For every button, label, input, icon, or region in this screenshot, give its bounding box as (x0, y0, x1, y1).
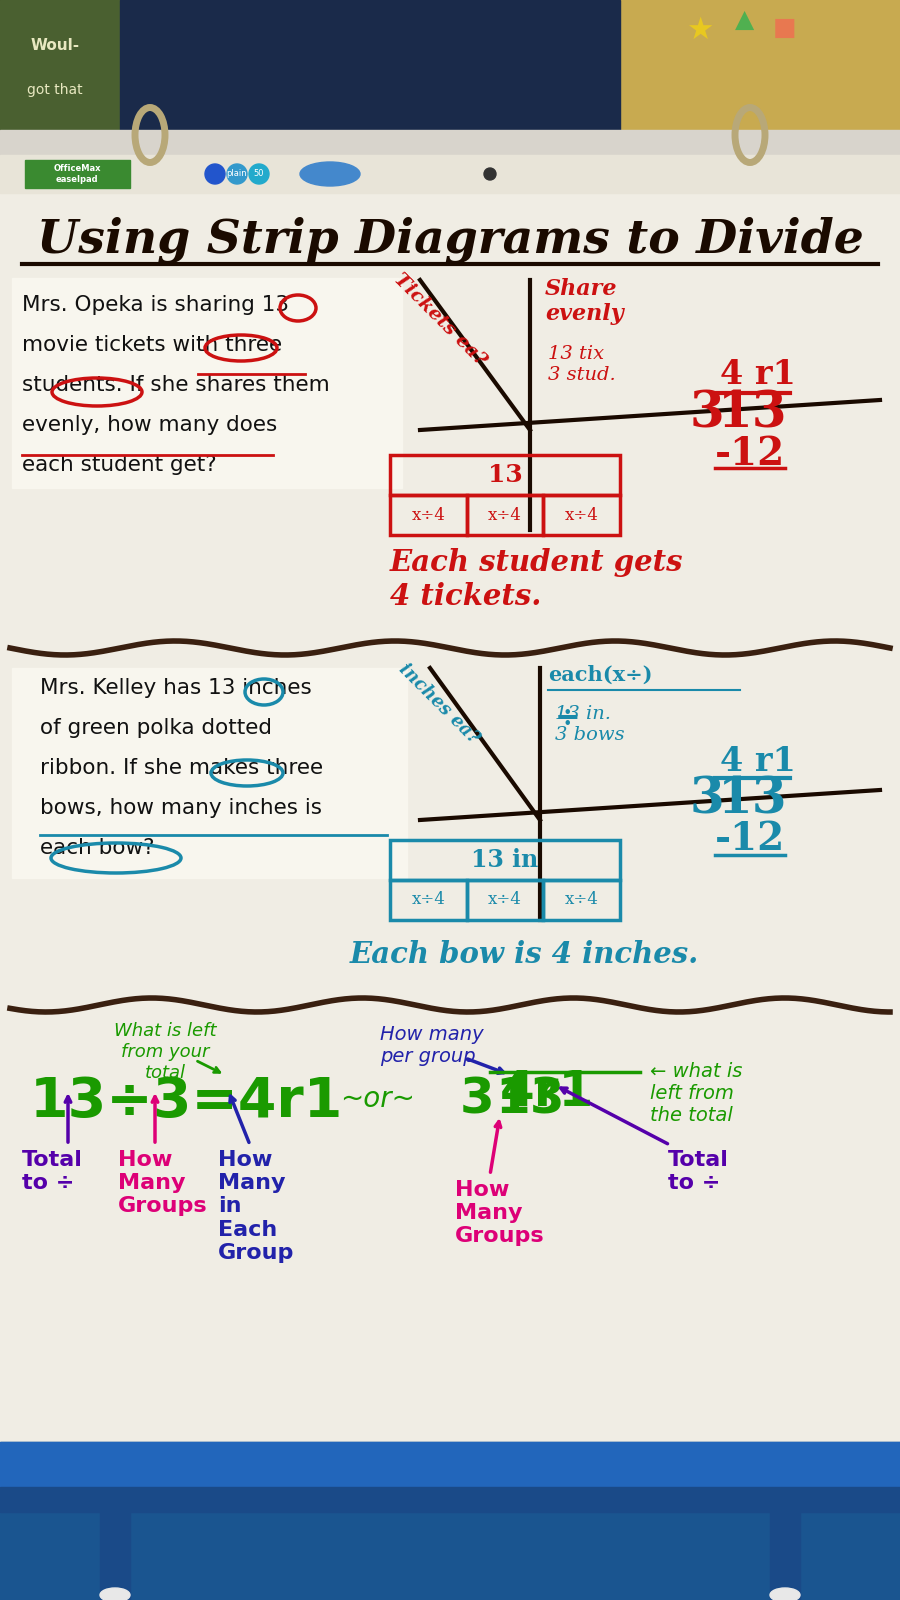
Text: ■: ■ (773, 16, 796, 40)
Text: 50: 50 (254, 170, 265, 179)
Text: OfficeMax
easelpad: OfficeMax easelpad (53, 165, 101, 184)
Bar (0, 1442, 900, 1486)
Text: 4r1: 4r1 (500, 1069, 594, 1117)
Text: 3: 3 (690, 390, 725, 438)
Text: How
Many
in
Each
Group: How Many in Each Group (218, 1150, 294, 1262)
Text: bows, how many inches is: bows, how many inches is (40, 798, 322, 818)
Text: 4 r1: 4 r1 (720, 358, 796, 390)
Bar (390, 880, 467, 920)
Bar (0, 1486, 900, 1512)
Text: 13 in: 13 in (472, 848, 538, 872)
Text: Each bow is 4 inches.: Each bow is 4 inches. (350, 939, 699, 970)
Bar (770, 1512, 800, 1600)
Bar (0, 192, 900, 1442)
Bar (467, 494, 544, 534)
Text: 13 in.
3 bows: 13 in. 3 bows (555, 706, 625, 744)
Bar (390, 840, 620, 880)
Ellipse shape (300, 162, 360, 186)
Text: 4 r1: 4 r1 (720, 746, 796, 778)
Text: each(x÷): each(x÷) (548, 666, 652, 685)
Text: x÷4: x÷4 (411, 891, 446, 909)
Text: x÷4: x÷4 (564, 891, 598, 909)
Text: Mrs. Opeka is sharing 13: Mrs. Opeka is sharing 13 (22, 294, 289, 315)
Text: ▲: ▲ (735, 8, 754, 32)
Text: Using Strip Diagrams to Divide: Using Strip Diagrams to Divide (37, 216, 863, 264)
Bar (100, 1512, 130, 1600)
Text: Share
evenly: Share evenly (545, 278, 624, 325)
Text: ~or~: ~or~ (340, 1085, 415, 1114)
Text: How many
per group: How many per group (380, 1026, 483, 1066)
Text: Each student gets
4 tickets.: Each student gets 4 tickets. (390, 547, 683, 611)
Bar (12, 669, 407, 878)
Text: 13: 13 (495, 1075, 564, 1123)
Bar (25, 160, 130, 187)
Text: 3: 3 (690, 774, 725, 824)
Bar (120, 0, 620, 130)
Text: each bow?: each bow? (40, 838, 155, 858)
Text: x÷4: x÷4 (488, 891, 522, 909)
Ellipse shape (484, 168, 496, 179)
Text: Total
to ÷: Total to ÷ (22, 1150, 83, 1194)
Bar (467, 880, 544, 920)
Text: movie tickets with three: movie tickets with three (22, 334, 282, 355)
Text: plain: plain (227, 170, 248, 179)
Text: of green polka dotted: of green polka dotted (40, 718, 272, 738)
Ellipse shape (770, 1587, 800, 1600)
Text: Mrs. Kelley has 13 inches: Mrs. Kelley has 13 inches (40, 678, 311, 698)
Text: each student get?: each student get? (22, 454, 217, 475)
Text: 13÷3=4r1: 13÷3=4r1 (30, 1075, 344, 1130)
Ellipse shape (205, 165, 225, 184)
Ellipse shape (100, 1587, 130, 1600)
Text: 13: 13 (718, 390, 788, 438)
Text: ÷: ÷ (555, 702, 580, 734)
Bar (600, 0, 900, 165)
Text: Woul-: Woul- (31, 37, 79, 53)
Text: 13 tix
3 stud.: 13 tix 3 stud. (548, 346, 616, 384)
Bar (544, 494, 620, 534)
Bar (0, 130, 900, 170)
Text: Total
to ÷: Total to ÷ (668, 1150, 729, 1194)
Text: -12: -12 (715, 819, 785, 858)
Text: students. If she shares them: students. If she shares them (22, 374, 329, 395)
Bar (544, 880, 620, 920)
Bar (12, 278, 402, 488)
Text: 13: 13 (488, 462, 522, 486)
Bar (0, 1560, 900, 1600)
Bar (390, 454, 620, 494)
Text: 3: 3 (460, 1075, 495, 1123)
Text: x÷4: x÷4 (564, 507, 598, 523)
Bar (0, 1442, 900, 1600)
Text: What is left
from your
total: What is left from your total (113, 1022, 216, 1082)
Text: ribbon. If she makes three: ribbon. If she makes three (40, 758, 323, 778)
Bar (0, 0, 900, 165)
Text: Tickets ea?: Tickets ea? (390, 270, 490, 370)
Bar (0, 0, 140, 130)
Text: ★: ★ (687, 16, 714, 45)
Text: How
Many
Groups: How Many Groups (455, 1181, 544, 1246)
Text: 13: 13 (718, 774, 788, 824)
Text: How
Many
Groups: How Many Groups (118, 1150, 208, 1216)
Ellipse shape (249, 165, 269, 184)
Bar (0, 155, 900, 194)
Text: -12: -12 (715, 435, 785, 474)
Ellipse shape (227, 165, 247, 184)
Text: evenly, how many does: evenly, how many does (22, 414, 277, 435)
Text: x÷4: x÷4 (411, 507, 446, 523)
Text: ← what is
left from
the total: ← what is left from the total (650, 1062, 742, 1125)
Text: x÷4: x÷4 (488, 507, 522, 523)
Text: got that: got that (27, 83, 83, 98)
Bar (390, 494, 467, 534)
Text: inches ea?: inches ea? (395, 659, 482, 747)
